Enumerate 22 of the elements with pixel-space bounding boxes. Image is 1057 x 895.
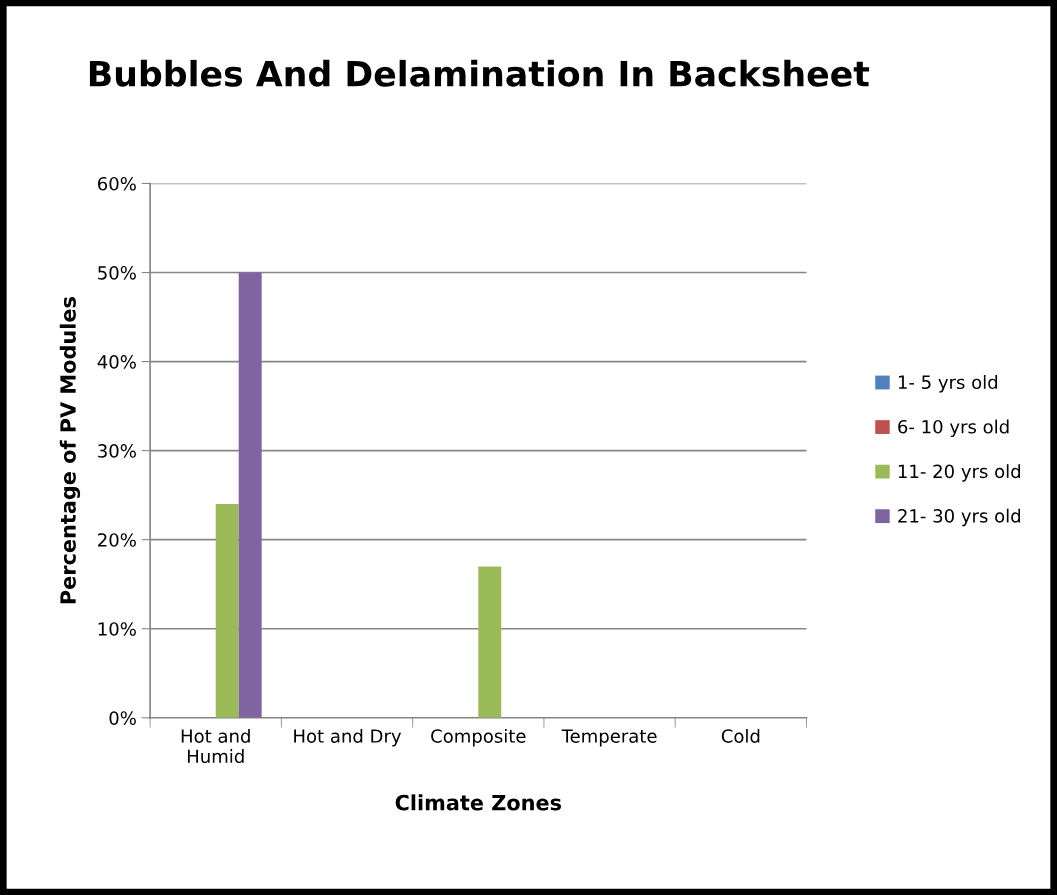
y-tick-label: 30% bbox=[98, 444, 136, 458]
legend-label: 11- 20 yrs old bbox=[898, 464, 1020, 482]
bar bbox=[215, 504, 239, 718]
x-axis-title: Climate Zones bbox=[395, 794, 562, 811]
y-tick-label: 50% bbox=[98, 265, 136, 280]
x-tick-label: Temperate bbox=[561, 729, 657, 747]
bar bbox=[238, 272, 262, 718]
x-tick-label: Composite bbox=[431, 728, 526, 747]
legend-label: 6- 10 yrs old bbox=[898, 419, 1009, 438]
y-tick-label: 0% bbox=[109, 711, 136, 725]
legend-label: 1- 5 yrs old bbox=[898, 375, 998, 393]
y-axis-title: Percentage of PV Modules bbox=[59, 297, 81, 604]
y-tick-label: 60% bbox=[98, 176, 136, 191]
chart-title: Bubbles And Delamination In Backsheet bbox=[89, 59, 870, 87]
x-tick-label: Hot and Humid bbox=[181, 728, 250, 764]
y-tick-label: 40% bbox=[97, 355, 136, 369]
y-tick-label: 10% bbox=[98, 622, 136, 636]
y-tick-label: 20% bbox=[98, 533, 136, 547]
x-tick-label: Hot and Dry bbox=[294, 728, 402, 747]
legend-label: 21- 30 yrs old bbox=[898, 508, 1020, 527]
bar bbox=[478, 566, 502, 718]
x-tick-label: Cold bbox=[721, 728, 760, 743]
